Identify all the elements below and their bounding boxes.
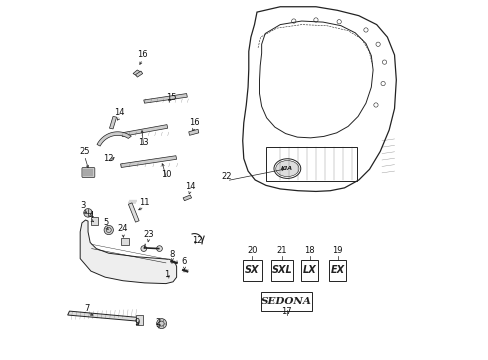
PathPatch shape: [67, 311, 139, 321]
Text: KIA: KIA: [281, 166, 293, 171]
PathPatch shape: [188, 129, 198, 135]
Circle shape: [83, 208, 92, 217]
Text: 1: 1: [163, 270, 169, 279]
PathPatch shape: [80, 220, 176, 284]
FancyBboxPatch shape: [121, 238, 129, 246]
Text: SXL: SXL: [271, 265, 292, 275]
Text: 20: 20: [246, 246, 257, 255]
Text: 5: 5: [103, 218, 108, 227]
Text: 16: 16: [137, 50, 148, 59]
Circle shape: [141, 246, 146, 251]
FancyBboxPatch shape: [300, 260, 318, 281]
FancyBboxPatch shape: [91, 217, 98, 225]
PathPatch shape: [143, 94, 187, 103]
Text: EX: EX: [330, 265, 344, 275]
FancyBboxPatch shape: [243, 260, 261, 281]
PathPatch shape: [122, 125, 167, 136]
Text: 16: 16: [189, 118, 200, 127]
Text: 17: 17: [281, 307, 291, 316]
Text: 22: 22: [221, 172, 231, 181]
Text: 10: 10: [161, 170, 171, 179]
PathPatch shape: [128, 203, 139, 222]
PathPatch shape: [183, 195, 191, 201]
PathPatch shape: [133, 70, 141, 76]
Text: 4: 4: [88, 211, 93, 220]
Text: 12: 12: [192, 236, 202, 245]
Text: 18: 18: [304, 246, 314, 255]
PathPatch shape: [97, 132, 131, 146]
Text: 23: 23: [143, 230, 154, 239]
Text: LX: LX: [302, 265, 316, 275]
Text: 21: 21: [276, 246, 286, 255]
PathPatch shape: [135, 71, 142, 77]
Text: 6: 6: [182, 257, 187, 266]
Text: 11: 11: [139, 198, 149, 207]
Text: 12: 12: [103, 154, 114, 163]
Text: SEDONA: SEDONA: [261, 297, 311, 306]
Circle shape: [156, 246, 162, 251]
Circle shape: [156, 319, 166, 329]
Text: 15: 15: [166, 93, 176, 102]
Text: 3: 3: [80, 201, 85, 210]
FancyBboxPatch shape: [82, 167, 95, 177]
FancyBboxPatch shape: [328, 260, 346, 281]
Text: 7: 7: [84, 304, 90, 313]
Text: 14: 14: [114, 108, 124, 117]
PathPatch shape: [121, 156, 176, 167]
Text: 2: 2: [155, 318, 161, 327]
FancyBboxPatch shape: [135, 315, 142, 325]
Text: 14: 14: [184, 182, 195, 191]
Text: 25: 25: [79, 147, 89, 156]
FancyBboxPatch shape: [270, 260, 293, 281]
Text: 8: 8: [169, 249, 175, 258]
Ellipse shape: [275, 161, 298, 177]
Text: 24: 24: [118, 224, 128, 233]
Text: 13: 13: [138, 138, 149, 147]
Circle shape: [104, 225, 113, 235]
FancyBboxPatch shape: [261, 292, 312, 311]
Text: 9: 9: [134, 318, 140, 327]
Text: 19: 19: [332, 246, 342, 255]
Text: SX: SX: [244, 265, 259, 275]
PathPatch shape: [109, 116, 116, 129]
